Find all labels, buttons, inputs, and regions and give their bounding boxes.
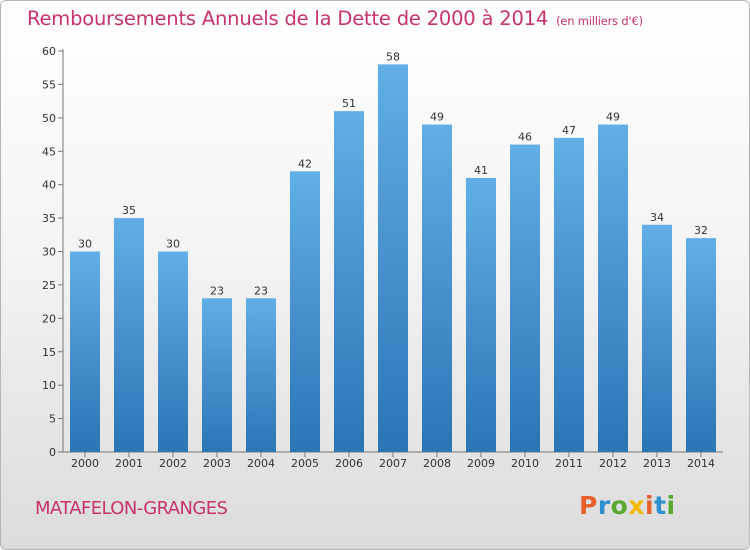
x-tick-label-2008: 2008: [423, 457, 451, 470]
x-tick-label-2004: 2004: [247, 457, 275, 470]
x-tick-label-2012: 2012: [599, 457, 627, 470]
bar-2010: [510, 144, 540, 453]
bar-2007: [378, 64, 408, 452]
y-tick-label: 35: [42, 212, 56, 225]
x-tick-label-2009: 2009: [467, 457, 495, 470]
data-label-2007: 58: [386, 50, 400, 63]
logo-letter: i: [645, 491, 655, 520]
x-tick-label-2014: 2014: [687, 457, 715, 470]
data-label-2005: 42: [298, 157, 312, 170]
y-tick-label: 0: [49, 446, 56, 459]
y-tick-label: 40: [42, 179, 56, 192]
bar-2008: [422, 124, 452, 453]
x-tick-label-2007: 2007: [379, 457, 407, 470]
bar-2012: [598, 124, 628, 453]
x-tick-label-2005: 2005: [291, 457, 319, 470]
bar-2004: [246, 298, 276, 452]
y-tick-label: 50: [42, 112, 56, 125]
data-label-2012: 49: [606, 111, 620, 124]
y-tick-label: 30: [42, 246, 56, 259]
y-tick-label: 60: [42, 45, 56, 58]
y-tick-label: 55: [42, 78, 56, 91]
y-tick-label: 25: [42, 279, 56, 292]
chart-title-text: Remboursements Annuels de la Dette de 20…: [27, 7, 549, 30]
proxiti-logo[interactable]: Proxiti: [579, 491, 676, 520]
x-tick-label-2013: 2013: [643, 457, 671, 470]
bar-2011: [554, 137, 584, 452]
data-label-2008: 49: [430, 111, 444, 124]
data-label-2003: 23: [210, 284, 224, 297]
x-tick-label-2000: 2000: [71, 457, 99, 470]
y-tick-label: 10: [42, 379, 56, 392]
y-tick-label: 5: [49, 413, 56, 426]
commune-name: MATAFELON-GRANGES: [35, 498, 228, 519]
data-label-2006: 51: [342, 97, 356, 110]
bar-2009: [466, 177, 496, 452]
logo-letter: r: [597, 491, 611, 520]
bar-2013: [642, 224, 672, 452]
x-tick-label-2003: 2003: [203, 457, 231, 470]
data-label-2004: 23: [254, 284, 268, 297]
x-tick-label-2010: 2010: [511, 457, 539, 470]
x-tick-label-2006: 2006: [335, 457, 363, 470]
bar-2006: [334, 111, 364, 453]
data-label-2013: 34: [650, 211, 664, 224]
data-label-2011: 47: [562, 124, 576, 137]
bar-2000: [70, 251, 100, 452]
chart-title: Remboursements Annuels de la Dette de 20…: [27, 7, 643, 30]
logo-letter: P: [579, 491, 598, 520]
bar-2005: [290, 171, 320, 453]
logo-letter: t: [654, 491, 667, 520]
x-tick-label-2002: 2002: [159, 457, 187, 470]
logo-letter: o: [610, 491, 629, 520]
data-label-2002: 30: [166, 238, 180, 251]
chart-unit: (en milliers d'€): [556, 14, 643, 28]
data-label-2000: 30: [78, 238, 92, 251]
bar-2014: [686, 238, 716, 452]
y-tick-label: 20: [42, 312, 56, 325]
bar-2001: [114, 218, 144, 452]
x-tick-label-2001: 2001: [115, 457, 143, 470]
y-tick-label: 15: [42, 346, 56, 359]
data-label-2001: 35: [122, 204, 136, 217]
bar-2002: [158, 251, 188, 452]
bar-2003: [202, 298, 232, 452]
logo-letter: x: [628, 491, 645, 520]
data-label-2014: 32: [694, 224, 708, 237]
x-tick-label-2011: 2011: [555, 457, 583, 470]
data-label-2010: 46: [518, 131, 532, 144]
data-label-2009: 41: [474, 164, 488, 177]
logo-letter: i: [666, 491, 676, 520]
y-tick-label: 45: [42, 145, 56, 158]
